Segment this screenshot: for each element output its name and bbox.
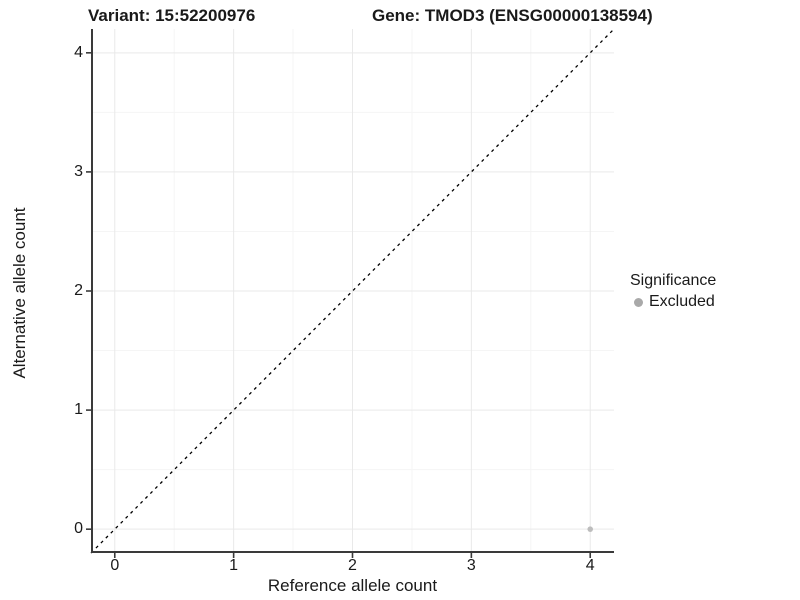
y-tick-label: 2: [74, 282, 83, 299]
legend: Significance Excluded: [630, 272, 716, 311]
x-tick-label: 0: [110, 557, 120, 574]
x-axis-title: Reference allele count: [267, 576, 438, 595]
plot-panel: [86, 28, 615, 558]
x-tick-label: 3: [466, 557, 476, 574]
variant-title: Variant: 15:52200976: [88, 6, 256, 25]
y-tick-label: 0: [74, 520, 83, 538]
y-tick-label: 4: [74, 43, 83, 61]
plot-svg: [86, 28, 615, 558]
y-axis-title: Alternative allele count: [10, 207, 29, 379]
identity-line: [90, 28, 615, 554]
legend-title: Significance: [630, 272, 717, 289]
gene-title: Gene: TMOD3 (ENSG00000138594): [372, 6, 653, 25]
x-tick-label: 2: [348, 557, 357, 574]
y-tick-label: 3: [74, 162, 83, 180]
legend-item-excluded: Excluded: [630, 293, 716, 311]
x-tick-label: 1: [229, 557, 239, 574]
y-tick-label: 1: [74, 401, 83, 419]
x-tick-label: 4: [585, 557, 595, 574]
legend-item-label: Excluded: [649, 293, 715, 310]
legend-point-icon: [634, 297, 643, 307]
data-point: [587, 526, 594, 532]
